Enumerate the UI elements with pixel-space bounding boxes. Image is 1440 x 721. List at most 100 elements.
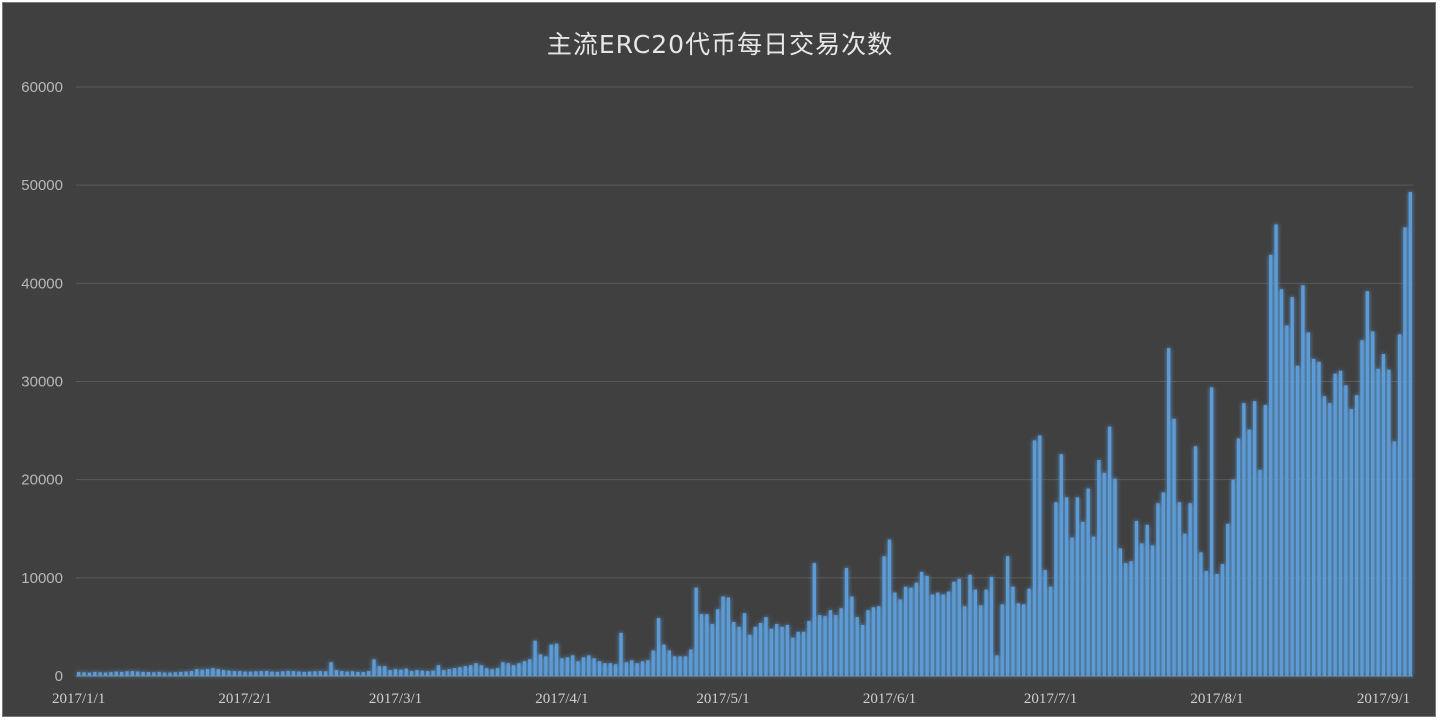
bar: [1338, 370, 1343, 676]
bar: [490, 669, 494, 676]
bar: [264, 670, 269, 676]
bar: [1027, 588, 1031, 676]
bar: [1156, 503, 1160, 676]
bar: [1000, 604, 1004, 676]
bar: [1145, 524, 1149, 676]
bar: [77, 672, 81, 676]
bar: [946, 591, 951, 676]
bar: [1032, 440, 1037, 676]
bar: [350, 671, 355, 676]
bar: [463, 666, 467, 676]
bar: [871, 607, 876, 676]
bar: [860, 624, 865, 676]
bar: [737, 626, 741, 676]
bar: [710, 623, 714, 676]
bar: [936, 592, 940, 676]
bar: [624, 662, 629, 676]
bar: [903, 586, 908, 676]
bar: [818, 615, 822, 676]
bar: [281, 671, 285, 676]
bar: [1236, 438, 1241, 676]
bar: [775, 623, 779, 676]
bar: [125, 671, 129, 676]
bar: [1301, 285, 1305, 676]
bar: [1279, 289, 1284, 676]
bar: [1043, 569, 1047, 676]
bar: [1113, 478, 1117, 676]
bar: [173, 672, 177, 676]
bar-chart: 0 10000 20000 30000 40000 50000 60000 2017/1/1…: [21, 79, 1413, 707]
bar: [1349, 408, 1353, 676]
bar: [426, 671, 430, 676]
bar: [1022, 604, 1026, 676]
bar: [222, 670, 226, 676]
bar: [850, 596, 854, 676]
bar: [1231, 479, 1235, 676]
bar: [114, 671, 118, 676]
bar: [356, 671, 360, 676]
bar: [458, 667, 462, 676]
bar: [1134, 520, 1139, 676]
bar: [995, 655, 999, 676]
bar: [205, 669, 210, 676]
bar: [431, 670, 435, 676]
bar: [93, 671, 97, 676]
bar: [984, 589, 988, 676]
bar: [1209, 387, 1214, 676]
bar: [232, 671, 237, 676]
bar: [587, 655, 591, 676]
x-tick-label: 2017/6/1: [863, 691, 916, 707]
bar: [141, 671, 145, 676]
bar: [715, 609, 720, 676]
bar: [1059, 454, 1063, 676]
bar: [1354, 395, 1359, 676]
bar: [823, 616, 827, 676]
bar: [1226, 523, 1230, 676]
bar: [1107, 426, 1112, 676]
bar: [238, 671, 242, 676]
bar: [511, 665, 516, 676]
bar: [893, 592, 897, 676]
bar: [254, 671, 258, 676]
bar: [517, 663, 521, 676]
bar: [479, 665, 484, 676]
bar: [297, 671, 301, 676]
bar: [334, 670, 339, 676]
bar: [764, 617, 768, 676]
bar: [533, 640, 537, 676]
bar: [130, 671, 135, 676]
chart-title: 主流ERC20代币每日交易次数: [546, 30, 894, 59]
bar: [227, 670, 231, 676]
bar: [748, 634, 752, 676]
bar: [388, 670, 392, 676]
bar: [291, 671, 296, 676]
bar: [436, 665, 441, 676]
bar: [485, 668, 489, 676]
bar: [372, 659, 376, 676]
bar: [544, 656, 548, 676]
bar: [1306, 332, 1310, 676]
bar: [571, 655, 575, 676]
bars: [77, 192, 1412, 677]
bar: [855, 617, 859, 676]
bar: [887, 539, 892, 676]
bar: [474, 663, 478, 676]
bar: [393, 669, 398, 676]
bar: [216, 669, 220, 676]
bar: [1333, 373, 1337, 676]
x-tick-label: 2017/9/1: [1357, 691, 1410, 707]
bar: [1005, 556, 1010, 676]
bar: [925, 575, 929, 676]
bar: [1269, 254, 1273, 676]
bar: [597, 661, 602, 676]
bar: [1252, 401, 1257, 676]
bar: [1274, 224, 1278, 676]
bar: [1215, 573, 1219, 676]
bar: [98, 672, 102, 676]
bar: [1322, 396, 1327, 676]
y-tick-label: 0: [55, 668, 63, 685]
x-axis-ticks: 2017/1/1 2017/2/1 2017/3/1 2017/4/1 2017/5/1…: [52, 691, 1410, 707]
bar: [834, 615, 838, 676]
bar: [1392, 441, 1396, 676]
